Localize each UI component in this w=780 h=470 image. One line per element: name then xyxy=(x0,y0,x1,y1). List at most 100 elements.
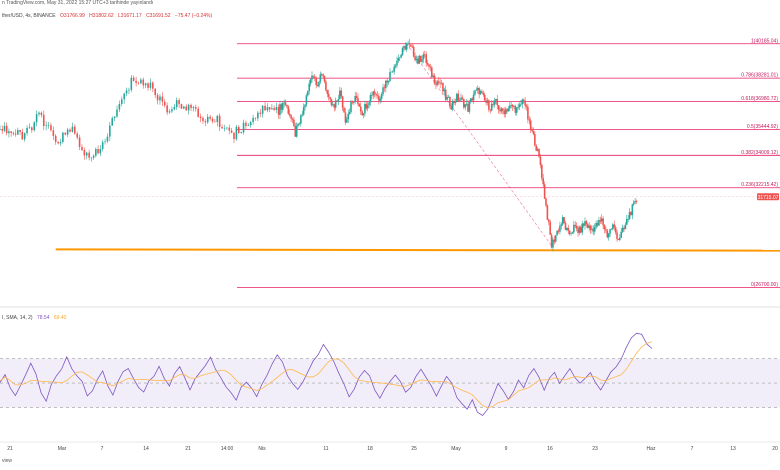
candle-body xyxy=(621,227,624,232)
candle-body xyxy=(325,81,327,91)
candle-body xyxy=(144,83,147,86)
candle-body xyxy=(308,83,311,91)
candle-body xyxy=(635,200,638,202)
candle-body xyxy=(443,89,446,92)
candle-body xyxy=(173,107,176,110)
candle-body xyxy=(346,119,348,123)
candle-body xyxy=(305,95,308,105)
candle-body xyxy=(479,91,482,95)
candle-body xyxy=(546,205,549,220)
candle-body xyxy=(567,227,570,231)
candle-body xyxy=(582,223,585,226)
candle-body xyxy=(286,104,288,107)
symbol-label[interactable]: ther/USD, 4s, BINANCE xyxy=(2,13,56,19)
candle-body xyxy=(422,54,425,60)
candle-body xyxy=(605,229,607,231)
candle-body xyxy=(326,90,329,94)
candle-body xyxy=(417,58,419,64)
candle-body xyxy=(351,102,354,103)
candle-body xyxy=(218,115,221,127)
candle-body xyxy=(394,65,397,67)
candle-body xyxy=(340,90,343,97)
candle-body xyxy=(316,85,319,87)
candle-body xyxy=(161,96,164,102)
candle-body xyxy=(59,141,62,144)
candle-body xyxy=(465,103,468,105)
candle-body xyxy=(609,229,611,234)
x-tick-label-0: 21 xyxy=(7,446,13,452)
candle-body xyxy=(488,100,490,110)
candle-body xyxy=(442,83,444,92)
candle-body xyxy=(461,97,464,99)
candle-body xyxy=(563,217,565,223)
candle-body xyxy=(202,117,204,122)
rsi-label[interactable]: I, SMA, 14, 2) xyxy=(2,315,33,321)
candle-body xyxy=(585,221,588,225)
candle-body xyxy=(337,98,340,101)
candle-body xyxy=(373,91,376,94)
candle-body xyxy=(284,102,287,105)
candle-body xyxy=(410,44,412,47)
candle-body xyxy=(348,111,351,114)
candle-body xyxy=(584,221,586,226)
candle-body xyxy=(521,99,524,105)
candle-body xyxy=(288,113,291,116)
x-tick-label-4: 21 xyxy=(185,446,191,452)
candle-body xyxy=(101,142,104,149)
candle-body xyxy=(437,81,440,83)
candle-body xyxy=(616,232,618,239)
candle-body xyxy=(385,80,387,89)
candle-body xyxy=(415,58,418,61)
candle-body xyxy=(209,116,211,119)
candle-body xyxy=(371,94,373,96)
candle-body xyxy=(382,87,384,95)
x-tick-label-1: Mar xyxy=(58,446,67,452)
candle-body xyxy=(42,114,45,126)
candle-body xyxy=(380,94,383,99)
candle-body xyxy=(532,131,535,135)
x-tick-label-7: 11 xyxy=(323,446,328,452)
rsi-ma-line xyxy=(0,341,653,409)
candle-body xyxy=(379,98,382,101)
candle-body xyxy=(490,103,493,111)
candle-body xyxy=(120,99,123,104)
candle-body xyxy=(159,96,161,101)
candle-body xyxy=(515,107,518,113)
candle-body xyxy=(313,76,316,78)
candle-body xyxy=(116,109,118,117)
candle-body xyxy=(3,125,6,131)
candle-body xyxy=(90,157,93,159)
candle-body xyxy=(118,103,121,110)
candle-body xyxy=(14,133,17,135)
candle-body xyxy=(578,226,581,233)
candle-body xyxy=(50,125,52,131)
candle-body xyxy=(495,99,497,101)
fib-level-label-3: 0.5(35444.92) xyxy=(747,124,778,130)
candle-body xyxy=(194,107,197,109)
candle-body xyxy=(560,224,563,226)
candle-body xyxy=(192,107,195,109)
candle-body xyxy=(414,56,416,61)
candle-body xyxy=(329,96,331,100)
candle-body xyxy=(228,127,231,131)
candle-body xyxy=(570,233,572,235)
candle-body xyxy=(257,112,259,119)
candle-body xyxy=(468,102,471,112)
candle-body xyxy=(368,102,370,106)
candle-body xyxy=(529,120,532,130)
candle-body xyxy=(591,228,593,230)
candle-body xyxy=(599,220,602,222)
candle-body xyxy=(398,57,401,59)
x-tick-label-8: 18 xyxy=(367,446,373,452)
candle-body xyxy=(52,130,55,136)
x-tick-label-9: 25 xyxy=(411,446,417,452)
candle-body xyxy=(293,119,295,126)
candle-body xyxy=(132,77,135,81)
candle-body xyxy=(180,104,183,109)
fib-level-label-1: 0.786(38281.01) xyxy=(741,73,778,79)
candle-body xyxy=(550,234,553,248)
candle-body xyxy=(323,76,326,82)
candle-body xyxy=(547,219,550,222)
x-tick-label-16: 13 xyxy=(730,446,736,452)
